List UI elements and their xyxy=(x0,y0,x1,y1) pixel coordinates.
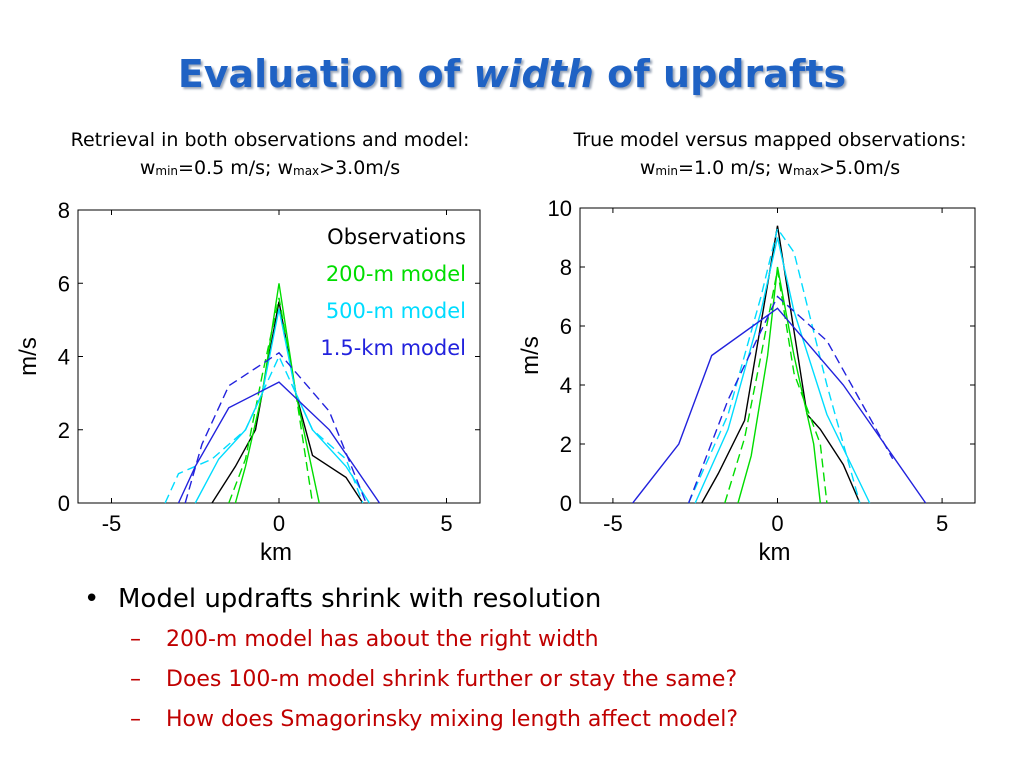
bullet-sub-text: How does Smagorinsky mixing length affec… xyxy=(166,707,738,732)
x-tick-label: 5 xyxy=(440,511,452,536)
x-tick-label: -5 xyxy=(603,511,623,536)
series-line-6 xyxy=(632,307,927,504)
right-min-value: =1.0 m/s; w xyxy=(678,157,794,179)
plot-frame xyxy=(579,207,976,504)
series-line-4 xyxy=(194,308,370,504)
dash-icon: – xyxy=(130,707,141,732)
series-line-7 xyxy=(687,295,894,504)
right-w-label: w xyxy=(639,157,656,179)
bullet-sub-1: –200-m model has about the right width xyxy=(78,620,998,660)
chart-1: -5 0 5 0 2 4 6 8 km m/s Observations 200-m model 500… xyxy=(15,198,481,566)
series-line-5 xyxy=(687,226,861,504)
series-line-1 xyxy=(211,301,364,504)
dash-icon: – xyxy=(130,667,141,692)
x-tick-label: 0 xyxy=(771,511,783,536)
legend-entry: 200-m model xyxy=(326,262,466,286)
y-tick-label: 8 xyxy=(58,198,70,223)
chart-2: -5 0 5 0 2 4 6 8 10 km m/s xyxy=(517,196,976,566)
slide-title: Evaluation of width of updrafts xyxy=(0,52,1024,96)
legend-entry: 1.5-km model xyxy=(320,336,466,360)
right-max-sub: max xyxy=(793,164,820,178)
y-tick-label: 2 xyxy=(560,432,572,457)
title-text-start: Evaluation of xyxy=(177,52,474,96)
series-line-6 xyxy=(177,381,381,504)
left-caption-line1: Retrieval in both observations and model… xyxy=(70,129,470,151)
x-tick-label: 5 xyxy=(936,511,948,536)
bullet-sub-text: 200-m model has about the right width xyxy=(166,627,599,652)
bullet-dot-icon: • xyxy=(84,584,100,614)
right-caption-line1: True model versus mapped observations: xyxy=(573,129,967,151)
y-tick-label: 6 xyxy=(560,314,572,339)
dash-icon: – xyxy=(130,627,141,652)
y-tick-label: 2 xyxy=(58,418,70,443)
y-axis-label: m/s xyxy=(517,336,544,375)
left-panel-caption: Retrieval in both observations and model… xyxy=(30,126,510,185)
y-tick-label: 4 xyxy=(58,345,70,370)
y-tick-label: 8 xyxy=(560,255,572,280)
y-tick-label: 0 xyxy=(58,491,70,516)
title-text-emphasis: width xyxy=(473,52,594,96)
bullet-list: • Model updrafts shrink with resolution –… xyxy=(78,578,998,740)
y-tick-label: 6 xyxy=(58,271,70,296)
series-line-3 xyxy=(228,297,314,504)
x-tick-label: 0 xyxy=(273,511,285,536)
x-axis-label: km xyxy=(260,539,292,566)
right-max-value: >5.0m/s xyxy=(819,157,901,179)
left-max-value: >3.0m/s xyxy=(319,157,401,179)
left-caption-line2: wmin=0.5 m/s; wmax>3.0m/s xyxy=(30,154,510,185)
y-tick-label: 4 xyxy=(560,373,572,398)
series-line-3 xyxy=(724,269,828,504)
title-text-end: of updrafts xyxy=(593,52,847,96)
series-line-2 xyxy=(737,266,821,504)
left-min-sub: min xyxy=(155,164,179,178)
left-w-label: w xyxy=(139,157,156,179)
series-line-1 xyxy=(701,225,861,504)
left-min-value: =0.5 m/s; w xyxy=(178,157,294,179)
legend-entry: Observations xyxy=(327,225,466,249)
y-tick-label: 0 xyxy=(560,491,572,516)
bullet-sub-3: – How does Smagorinsky mixing length affe… xyxy=(78,700,998,740)
right-caption-line2: wmin=1.0 m/s; wmax>5.0m/s xyxy=(530,154,1010,185)
right-panel-caption: True model versus mapped observations: w… xyxy=(530,126,1010,185)
y-axis-label: m/s xyxy=(15,337,42,376)
legend-entry: 500-m model xyxy=(326,299,466,323)
x-axis-label: km xyxy=(759,539,791,566)
series-line-5 xyxy=(164,354,364,504)
bullet-main-text: Model updrafts shrink with resolution xyxy=(118,584,602,614)
series-line-4 xyxy=(694,237,871,504)
bullet-main: • Model updrafts shrink with resolution xyxy=(78,578,998,620)
bullet-sub-text: Does 100-m model shrink further or stay … xyxy=(166,667,738,692)
bullet-sub-2: – Does 100-m model shrink further or stay… xyxy=(78,660,998,700)
right-min-sub: min xyxy=(655,164,679,178)
y-tick-label: 10 xyxy=(548,196,572,221)
left-max-sub: max xyxy=(293,164,320,178)
x-tick-label: -5 xyxy=(102,511,122,536)
series-line-7 xyxy=(184,351,367,504)
